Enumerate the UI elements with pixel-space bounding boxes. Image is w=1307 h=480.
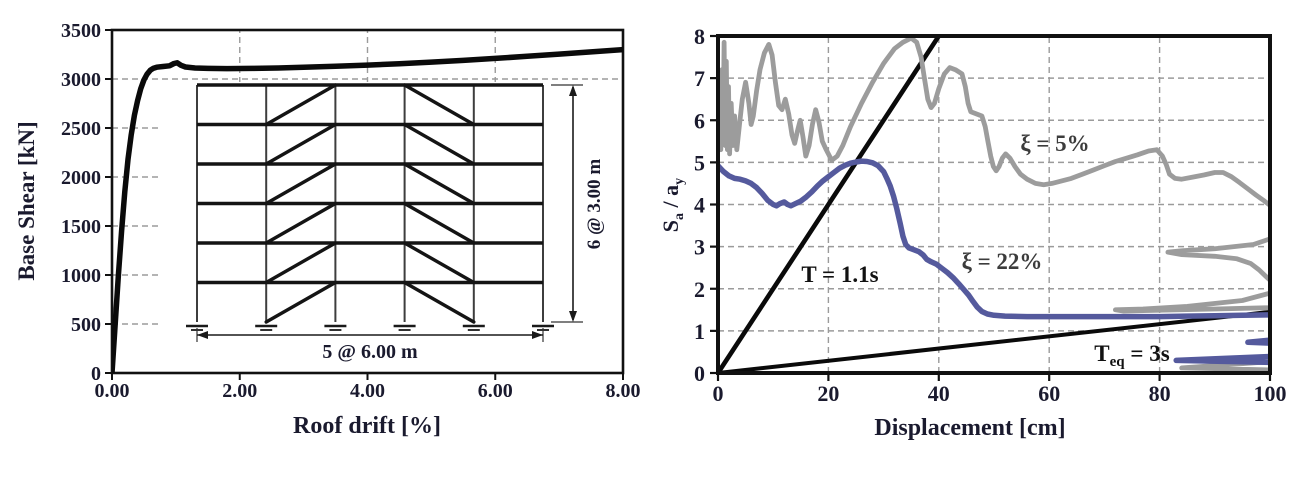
label-t-1-1s: T = 1.1s — [801, 262, 878, 287]
y-tick-label: 6 — [694, 108, 705, 133]
y-tick-label: 2500 — [61, 118, 101, 140]
spectrum-x-axis-title: Displacement [cm] — [874, 415, 1065, 441]
brace — [402, 280, 476, 324]
x-tick-label: 20 — [817, 381, 839, 406]
label-teq-3s: Teq = 3s — [1094, 341, 1169, 370]
y-tick-label: 1000 — [61, 265, 101, 287]
brace — [264, 162, 338, 206]
y-tick-label: 3 — [694, 235, 705, 260]
brace — [264, 280, 338, 324]
y-tick-label: 0 — [91, 363, 101, 385]
x-tick-label: 40 — [928, 381, 950, 406]
brace — [402, 122, 476, 166]
xi5-curve — [718, 36, 1270, 373]
label-xi-5: ξ = 5% — [1020, 131, 1089, 156]
x-tick-label: 60 — [1038, 381, 1060, 406]
y-tick-label: 0 — [694, 361, 705, 386]
brace — [402, 162, 476, 206]
x-tick-label: 100 — [1254, 381, 1287, 406]
xi22-curve — [718, 158, 1270, 366]
y-tick-label: 1500 — [61, 216, 101, 238]
x-tick-label: 2.00 — [222, 380, 257, 402]
pushover-curve — [112, 46, 623, 373]
x-tick-label: 80 — [1149, 381, 1171, 406]
brace — [402, 83, 476, 127]
brace — [402, 201, 476, 245]
brace — [264, 122, 338, 166]
y-tick-label: 5 — [694, 150, 705, 175]
spectrum-y-axis-title: Sa / ay — [660, 178, 687, 232]
y-tick-label: 8 — [694, 24, 705, 49]
teq-3s-line — [718, 309, 1270, 373]
y-tick-label: 500 — [71, 314, 101, 336]
y-tick-label: 4 — [694, 193, 705, 218]
dimension-arrow — [569, 311, 577, 322]
frame-elevation-inset — [158, 82, 620, 372]
pushover-x-axis-title: Roof drift [%] — [293, 413, 441, 439]
inset-height-dimension-label: 6 @ 3.00 m — [584, 159, 605, 250]
pushover-chart: 0.00 2.00 4.00 6.00 8.00 0 500 1000 1500 2000 2500… — [14, 20, 641, 439]
dimension-arrow — [532, 331, 543, 339]
y-tick-label: 2 — [694, 277, 705, 302]
label-xi-22: ξ = 22% — [962, 249, 1043, 274]
pushover-y-axis-title: Base Shear [kN] — [14, 121, 39, 280]
inset-width-dimension-label: 5 @ 6.00 m — [322, 341, 418, 363]
y-tick-label: 3000 — [61, 69, 101, 91]
t-1-1s-line — [718, 36, 942, 373]
x-tick-label: 0 — [713, 381, 724, 406]
brace — [264, 201, 338, 245]
brace — [264, 83, 338, 127]
brace — [402, 241, 476, 285]
x-tick-label: 6.00 — [478, 380, 513, 402]
gridlines — [718, 36, 1270, 373]
pushover-svg: 0.00 2.00 4.00 6.00 8.00 0 500 1000 1500 2000 2500… — [14, 20, 641, 439]
dimension-arrow — [569, 85, 577, 96]
x-tick-label: 0.00 — [95, 380, 130, 402]
spectrum-svg: 0 20 40 60 80 100 0 1 2 3 4 5 6 7 8 Sa / ay Displaceme… — [660, 24, 1287, 441]
y-tick-label: 7 — [694, 66, 705, 91]
y-tick-label: 1 — [694, 319, 705, 344]
y-tick-label: 3500 — [61, 20, 101, 42]
y-tick-label: 2000 — [61, 167, 101, 189]
x-tick-label: 4.00 — [350, 380, 385, 402]
spectrum-chart: 0 20 40 60 80 100 0 1 2 3 4 5 6 7 8 Sa / ay Displaceme… — [660, 0, 1307, 480]
brace — [264, 241, 338, 285]
dimension-arrow — [197, 331, 208, 339]
x-tick-label: 8.00 — [606, 380, 641, 402]
